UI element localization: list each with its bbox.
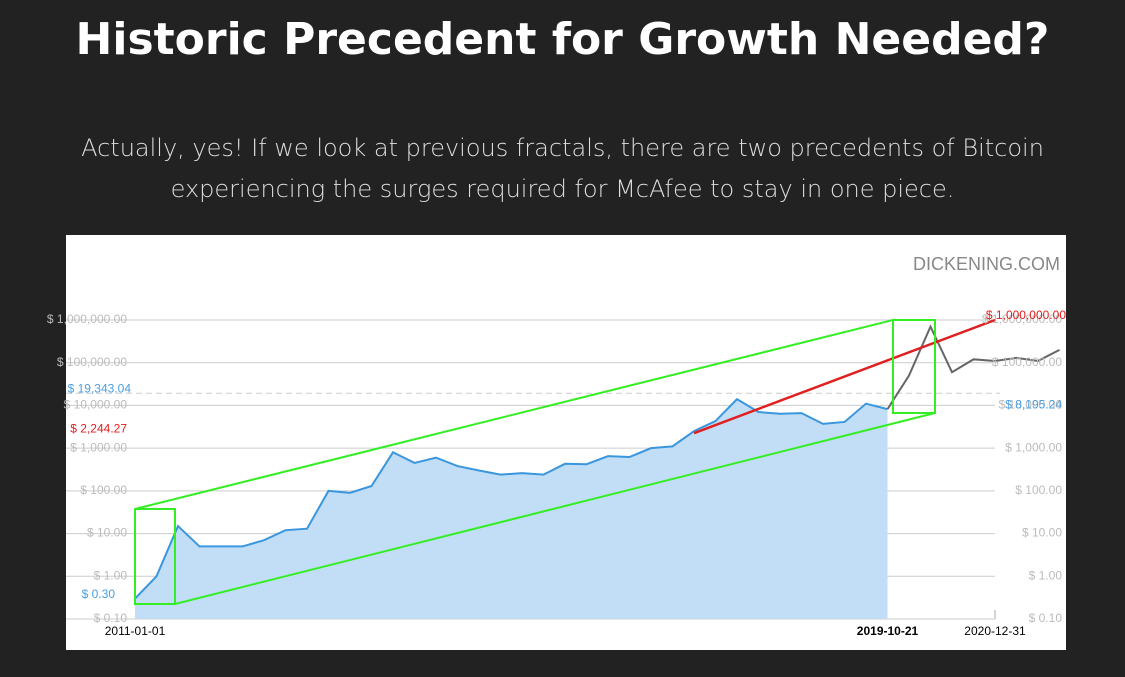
- y-tick-label: $ 1.00: [1029, 568, 1063, 582]
- intro-paragraph: Actually, yes! If we look at previous fr…: [0, 128, 1125, 210]
- price-area: [135, 399, 888, 619]
- price-line: [886, 324, 1060, 410]
- y-tick-label: $ 0.10: [1029, 611, 1063, 625]
- channel-line: [174, 412, 936, 605]
- y-tick-label: $ 10.00: [87, 526, 127, 540]
- watermark: DICKENING.COM: [913, 254, 1060, 274]
- y-tick-label: $ 1.00: [94, 568, 128, 582]
- annotation-label: $ 8,195.24: [1005, 397, 1062, 411]
- fractal-box: [134, 508, 176, 605]
- y-tick-label: $ 10.00: [1022, 526, 1062, 540]
- annotation-label: $ 1,000,000.00: [986, 308, 1066, 322]
- page-title: Historic Precedent for Growth Needed?: [75, 14, 1050, 65]
- x-tick-label: 2019-10-21: [857, 624, 919, 638]
- y-tick-label: $ 1,000.00: [70, 440, 127, 454]
- paragraph-line: experiencing the surges required for McA…: [170, 175, 955, 203]
- paragraph-line: Actually, yes! If we look at previous fr…: [81, 134, 1044, 162]
- x-tick-label: 2020-12-31: [964, 624, 1026, 638]
- y-tick-label: $ 0.10: [94, 611, 128, 625]
- y-tick-label: $ 1,000.00: [1005, 440, 1062, 454]
- annotation-label: $ 19,343.04: [68, 381, 132, 395]
- x-tick-label: 2011-01-01: [105, 624, 166, 638]
- channel-line: [134, 319, 894, 510]
- y-tick-label: $ 100.00: [80, 483, 127, 497]
- y-tick-label: $ 10,000.00: [999, 398, 1063, 412]
- fractal-box: [892, 319, 936, 414]
- fractal-channel: [134, 319, 936, 605]
- y-tick-label: $ 1,000,000.00: [982, 312, 1062, 326]
- target-line: [693, 318, 996, 435]
- y-tick-label: $ 10,000.00: [64, 398, 128, 412]
- y-tick-label: $ 100,000.00: [992, 355, 1062, 369]
- y-tick-label: $ 100.00: [1015, 483, 1062, 497]
- price-line: [134, 397, 888, 600]
- annotation-label: $ 0.30: [82, 587, 116, 601]
- y-tick-label: $ 1,000,000.00: [47, 312, 127, 326]
- annotation-label: $ 2,244.27: [70, 421, 127, 435]
- y-tick-label: $ 100,000.00: [57, 355, 127, 369]
